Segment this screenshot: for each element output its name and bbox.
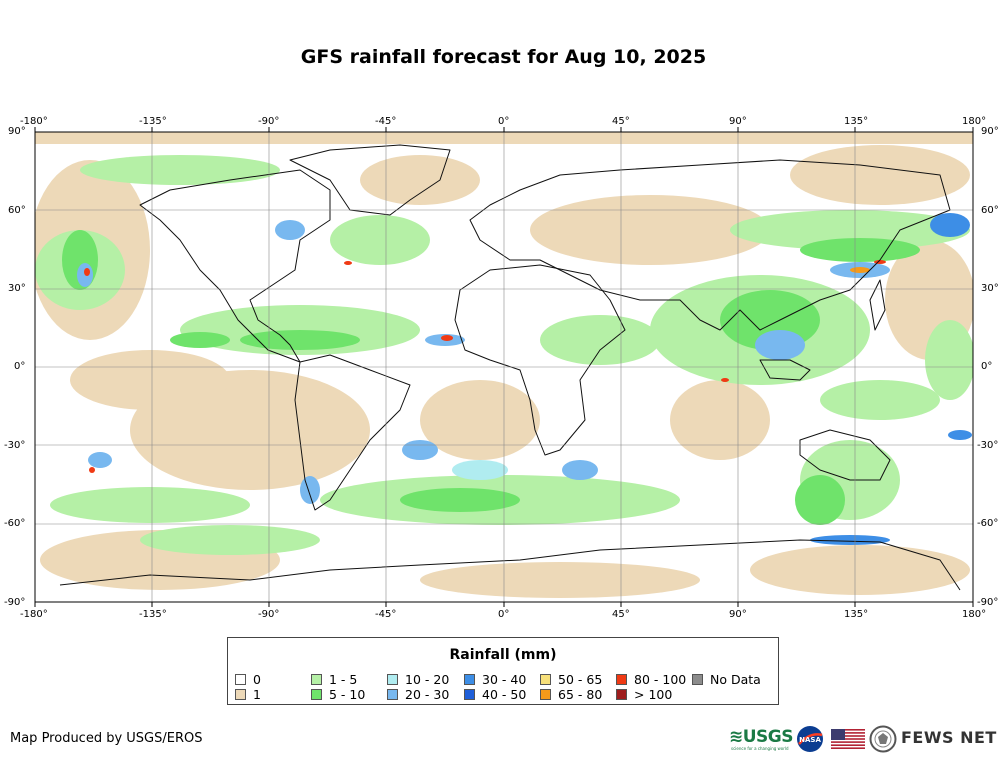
- y-tick-left: 30°: [8, 283, 26, 294]
- legend-swatch: [235, 674, 246, 685]
- y-tick-right: 60°: [981, 205, 999, 216]
- coastlines: [59, 144, 961, 591]
- nasa-logo: NASA: [797, 726, 823, 752]
- credit-text: Map Produced by USGS/EROS: [10, 731, 203, 746]
- x-tick-bottom: 135°: [844, 609, 869, 620]
- us-flag-icon: [831, 729, 865, 749]
- legend-label: 1: [253, 687, 261, 702]
- x-tick-bottom: -180°: [20, 609, 48, 620]
- legend-item: 50 - 65: [540, 672, 602, 687]
- y-tick-right: -90°: [977, 597, 999, 608]
- y-tick-right: 0°: [981, 361, 993, 372]
- fews-net-logo: FEWS NET: [901, 728, 997, 747]
- x-tick-top: 135°: [844, 116, 869, 127]
- logo-strip: ≋USGS science for a changing world NASA …: [729, 723, 999, 755]
- y-tick-left: 90°: [8, 126, 26, 137]
- x-tick-top: -135°: [139, 116, 167, 127]
- legend-label: 20 - 30: [405, 687, 450, 702]
- legend-item: 80 - 100: [616, 672, 686, 687]
- legend-label: 65 - 80: [558, 687, 603, 702]
- y-tick-left: 0°: [14, 361, 26, 372]
- legend-swatch: [616, 674, 627, 685]
- x-tick-top: -90°: [258, 116, 280, 127]
- legend-swatch: [464, 674, 475, 685]
- legend-label: 50 - 65: [558, 672, 603, 687]
- legend-swatch: [464, 689, 475, 700]
- legend-swatch: [311, 689, 322, 700]
- legend-item: 65 - 80: [540, 687, 602, 702]
- legend-swatch: [540, 674, 551, 685]
- legend-item: 30 - 40: [464, 672, 526, 687]
- map-title: GFS rainfall forecast for Aug 10, 2025: [300, 46, 707, 68]
- state-dept-seal-icon: [869, 725, 897, 753]
- y-tick-left: -60°: [4, 518, 26, 529]
- legend: Rainfall (mm) 0 1 1 - 5 5 - 10 10 - 20 2…: [227, 637, 779, 705]
- y-tick-right: -30°: [977, 440, 999, 451]
- legend-label: 10 - 20: [405, 672, 450, 687]
- x-tick-bottom: 45°: [612, 609, 630, 620]
- x-tick-bottom: -45°: [375, 609, 397, 620]
- y-tick-left: -90°: [4, 597, 26, 608]
- legend-label: No Data: [710, 672, 761, 687]
- usgs-tagline: science for a changing world: [731, 746, 789, 751]
- y-tick-left: 60°: [8, 205, 26, 216]
- legend-item: > 100: [616, 687, 672, 702]
- y-tick-right: 30°: [981, 283, 999, 294]
- x-tick-bottom: -90°: [258, 609, 280, 620]
- legend-swatch: [540, 689, 551, 700]
- legend-item: 1: [235, 687, 261, 702]
- legend-item: 0: [235, 672, 261, 687]
- x-tick-top: 0°: [498, 116, 510, 127]
- legend-label: 40 - 50: [482, 687, 527, 702]
- y-tick-left: -30°: [4, 440, 26, 451]
- legend-label: 5 - 10: [329, 687, 366, 702]
- legend-item: 1 - 5: [311, 672, 357, 687]
- legend-label: 1 - 5: [329, 672, 358, 687]
- usgs-logo: ≋USGS: [729, 727, 794, 747]
- legend-title: Rainfall (mm): [449, 647, 557, 663]
- x-tick-top: 90°: [729, 116, 747, 127]
- legend-swatch: [387, 689, 398, 700]
- y-tick-right: -60°: [977, 518, 999, 529]
- legend-item: 10 - 20: [387, 672, 449, 687]
- x-tick-top: 45°: [612, 116, 630, 127]
- legend-swatch: [235, 689, 246, 700]
- legend-item: 40 - 50: [464, 687, 526, 702]
- graticule: [35, 132, 973, 602]
- x-tick-top: -45°: [375, 116, 397, 127]
- legend-swatch: [692, 674, 703, 685]
- legend-item: 5 - 10: [311, 687, 365, 702]
- x-tick-top: -180°: [20, 116, 48, 127]
- y-tick-right: 90°: [981, 126, 999, 137]
- x-tick-top: 180°: [962, 116, 987, 127]
- legend-label: 30 - 40: [482, 672, 527, 687]
- x-tick-bottom: 90°: [729, 609, 747, 620]
- legend-label: 0: [253, 672, 261, 687]
- x-tick-bottom: 180°: [962, 609, 987, 620]
- legend-swatch: [616, 689, 627, 700]
- legend-label: > 100: [634, 687, 673, 702]
- legend-swatch: [311, 674, 322, 685]
- x-tick-bottom: 0°: [498, 609, 510, 620]
- x-tick-bottom: -135°: [139, 609, 167, 620]
- legend-item: 20 - 30: [387, 687, 449, 702]
- legend-item: No Data: [692, 672, 761, 687]
- legend-label: 80 - 100: [634, 672, 687, 687]
- nasa-wordmark: NASA: [799, 736, 821, 744]
- legend-swatch: [387, 674, 398, 685]
